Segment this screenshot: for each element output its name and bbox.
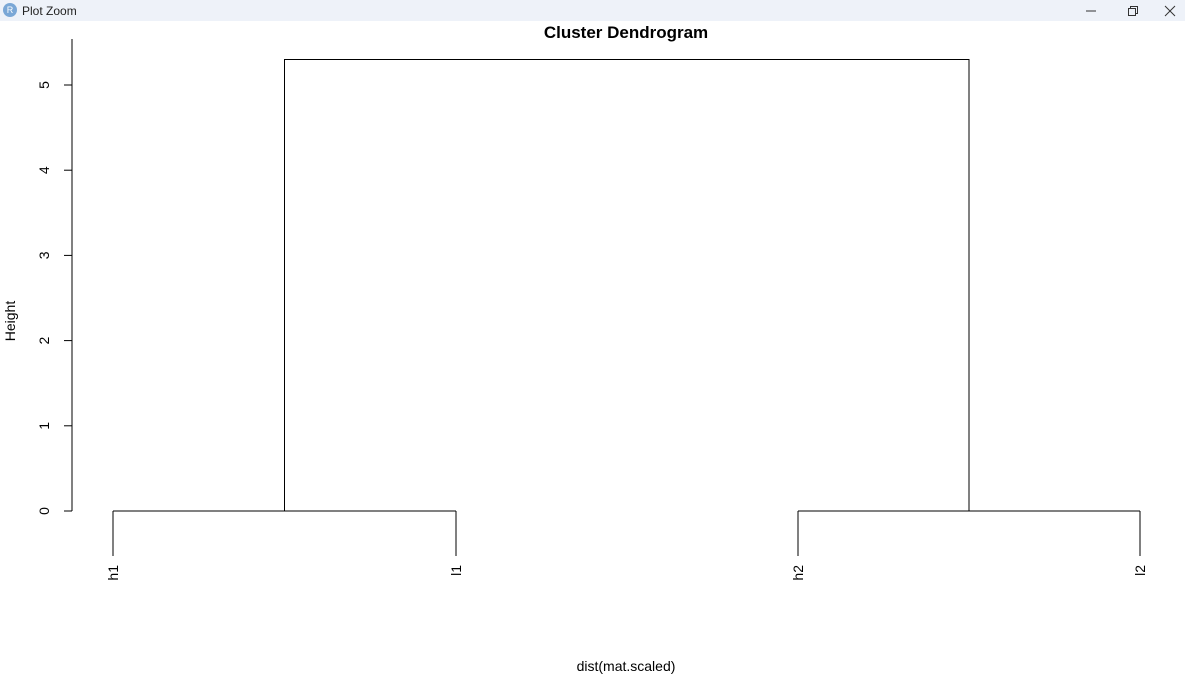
plot-area: Cluster Dendrogram Height dist(mat.scale… [0, 21, 1185, 675]
restore-icon [1128, 5, 1138, 16]
title-bar[interactable]: R Plot Zoom [0, 0, 1185, 21]
y-tick-label: 4 [36, 166, 52, 174]
leaf-label-l1: l1 [448, 565, 464, 576]
merge-branch-3 [284, 58, 970, 511]
y-tick-label: 0 [36, 507, 52, 515]
y-tick-label: 5 [36, 81, 52, 89]
leaf-label-h2: h2 [790, 565, 806, 581]
y-tick-label: 1 [36, 422, 52, 430]
minimize-icon [1086, 10, 1096, 11]
y-axis-label: Height [2, 301, 18, 342]
leaf-label-h1: h1 [105, 565, 121, 581]
restore-button[interactable] [1111, 0, 1155, 21]
dendrogram-svg: Cluster Dendrogram Height dist(mat.scale… [2, 23, 1148, 674]
dendrogram-tree [112, 58, 1141, 556]
chart-title: Cluster Dendrogram [544, 23, 708, 42]
r-app-icon: R [3, 3, 17, 17]
y-axis: 0 1 2 3 4 5 [36, 39, 73, 515]
minimize-button[interactable] [1069, 0, 1113, 21]
y-tick-label: 2 [36, 336, 52, 344]
close-icon [1164, 5, 1175, 16]
close-button[interactable] [1154, 0, 1185, 21]
y-tick-label: 3 [36, 251, 52, 259]
window-title: Plot Zoom [22, 4, 77, 18]
leaf-labels: h1 l1 h2 l2 [105, 565, 1148, 581]
x-axis-label: dist(mat.scaled) [577, 658, 676, 674]
leaf-label-l2: l2 [1132, 565, 1148, 576]
